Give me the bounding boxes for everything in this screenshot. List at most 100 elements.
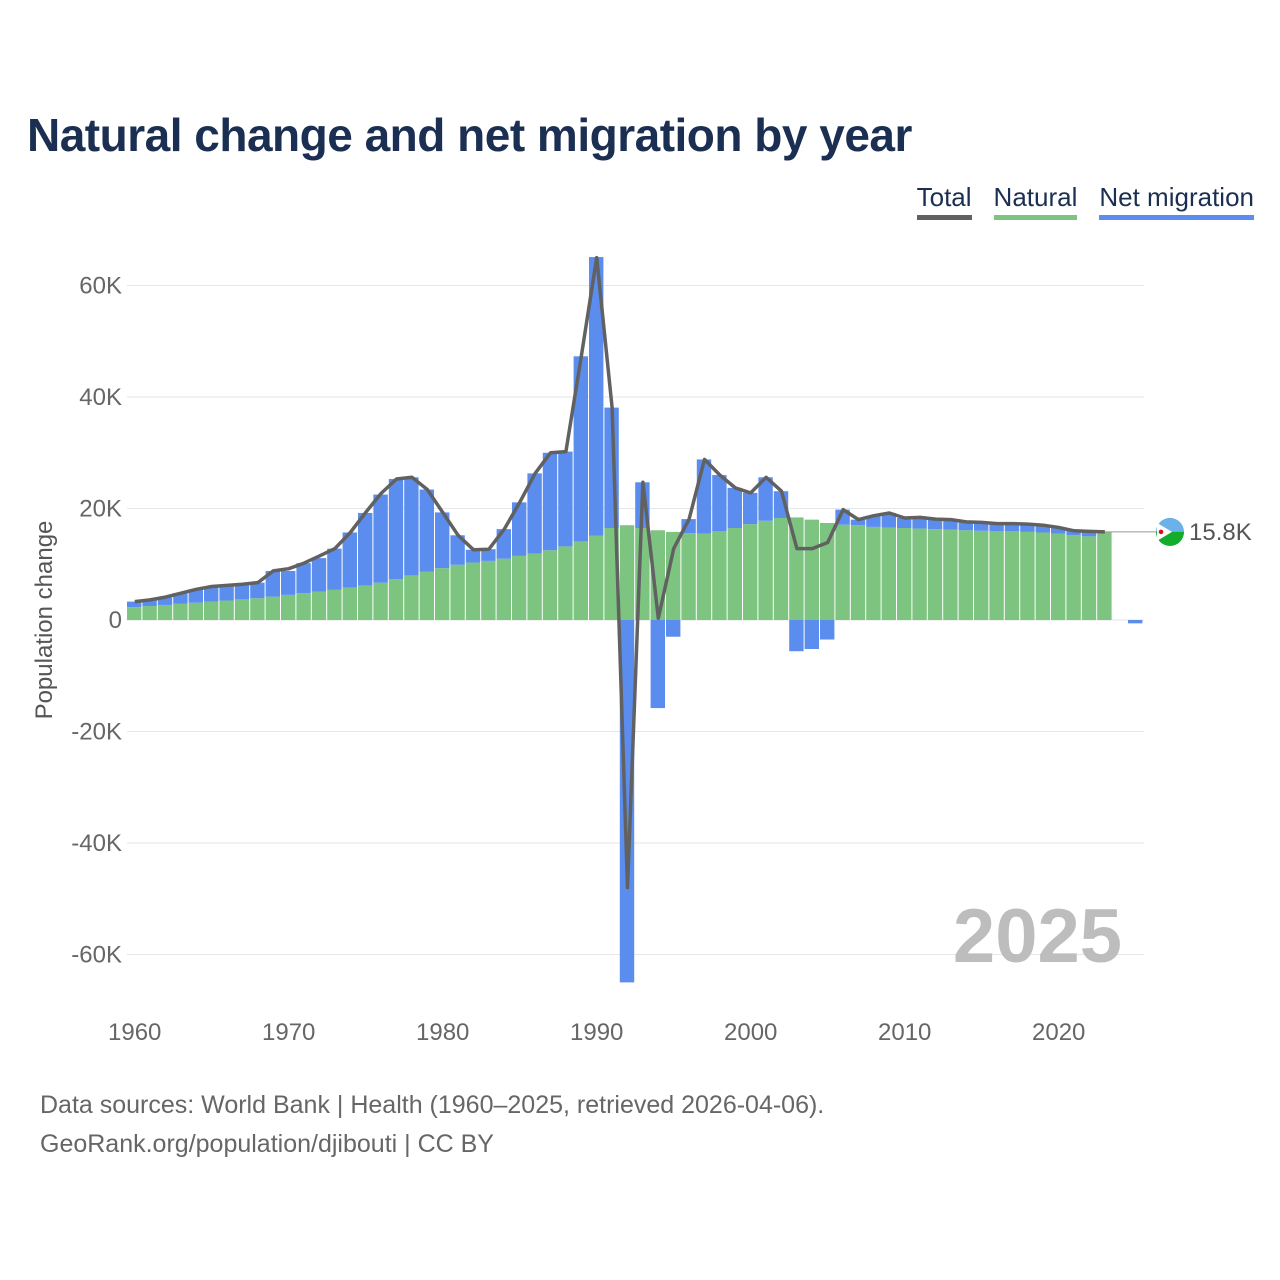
natural-bar[interactable] — [419, 571, 434, 620]
net-migration-bar[interactable] — [342, 532, 357, 588]
legend-total[interactable]: Total — [916, 182, 972, 220]
legend-natural[interactable]: Natural — [993, 182, 1078, 220]
legend-net-migration[interactable]: Net migration — [1099, 182, 1254, 220]
net-migration-bar[interactable] — [173, 593, 188, 604]
net-migration-bar[interactable] — [311, 558, 327, 592]
natural-bar[interactable] — [1051, 533, 1066, 620]
net-migration-bar[interactable] — [1066, 530, 1081, 536]
natural-bar[interactable] — [727, 528, 742, 620]
net-migration-bar[interactable] — [850, 519, 866, 526]
natural-bar[interactable] — [265, 596, 280, 620]
natural-bar[interactable] — [681, 533, 696, 620]
net-migration-bar[interactable] — [943, 519, 958, 530]
net-migration-bar[interactable] — [927, 519, 943, 530]
natural-bar[interactable] — [696, 533, 712, 620]
net-migration-bar[interactable] — [897, 517, 912, 529]
natural-bar[interactable] — [465, 562, 481, 620]
natural-bar[interactable] — [296, 593, 311, 620]
natural-bar[interactable] — [881, 527, 896, 620]
net-migration-bar[interactable] — [465, 549, 481, 563]
net-migration-bar[interactable] — [265, 570, 280, 597]
natural-bar[interactable] — [743, 524, 758, 620]
net-migration-bar[interactable] — [712, 475, 727, 532]
net-migration-bar[interactable] — [373, 494, 388, 583]
net-migration-bar[interactable] — [1035, 525, 1050, 533]
natural-bar[interactable] — [127, 607, 142, 620]
total-line[interactable] — [134, 255, 1105, 890]
net-migration-bar[interactable] — [589, 257, 604, 536]
net-migration-bar[interactable] — [789, 620, 804, 652]
natural-bar[interactable] — [974, 530, 989, 620]
natural-bar[interactable] — [958, 530, 973, 620]
net-migration-bar[interactable] — [666, 620, 681, 637]
natural-bar[interactable] — [820, 522, 835, 620]
natural-bar[interactable] — [835, 524, 850, 620]
natural-bar[interactable] — [250, 598, 265, 620]
natural-bar[interactable] — [773, 517, 789, 620]
natural-bar[interactable] — [388, 579, 404, 620]
natural-bar[interactable] — [342, 587, 357, 620]
net-migration-bar[interactable] — [358, 512, 373, 586]
natural-bar[interactable] — [804, 519, 819, 620]
natural-bar[interactable] — [512, 555, 527, 620]
net-migration-bar[interactable] — [912, 517, 927, 529]
natural-bar[interactable] — [897, 528, 912, 620]
net-migration-bar[interactable] — [989, 523, 1004, 532]
net-migration-bar[interactable] — [727, 487, 742, 529]
natural-bar[interactable] — [527, 553, 542, 620]
natural-bar[interactable] — [173, 603, 188, 620]
natural-bar[interactable] — [157, 604, 173, 620]
natural-bar[interactable] — [1004, 531, 1020, 620]
net-migration-bar[interactable] — [296, 563, 311, 594]
net-migration-bar[interactable] — [250, 582, 265, 599]
net-migration-bar[interactable] — [281, 570, 296, 595]
net-migration-bar[interactable] — [558, 451, 573, 547]
natural-bar[interactable] — [850, 525, 866, 620]
natural-bar[interactable] — [943, 529, 958, 620]
natural-bar[interactable] — [589, 535, 604, 620]
net-migration-bar[interactable] — [219, 585, 234, 601]
net-migration-bar[interactable] — [758, 477, 773, 521]
net-migration-bar[interactable] — [127, 601, 142, 608]
net-migration-bar[interactable] — [542, 452, 558, 551]
natural-bar[interactable] — [1020, 531, 1035, 620]
net-migration-bar[interactable] — [866, 515, 881, 527]
natural-bar[interactable] — [619, 525, 635, 620]
natural-bar[interactable] — [327, 589, 342, 620]
natural-bar[interactable] — [1066, 535, 1081, 620]
net-migration-bar[interactable] — [327, 548, 342, 590]
net-migration-bar[interactable] — [404, 477, 419, 576]
net-migration-bar[interactable] — [1020, 524, 1035, 532]
natural-bar[interactable] — [281, 594, 296, 620]
source-link[interactable]: GeoRank.org/population/djibouti | CC BY — [40, 1130, 494, 1158]
natural-bar[interactable] — [558, 546, 573, 620]
natural-bar[interactable] — [1097, 531, 1112, 620]
net-migration-bar[interactable] — [650, 620, 665, 709]
natural-bar[interactable] — [404, 575, 419, 620]
net-migration-bar[interactable] — [1004, 523, 1020, 532]
natural-bar[interactable] — [496, 558, 511, 620]
natural-bar[interactable] — [435, 568, 450, 620]
natural-bar[interactable] — [912, 528, 927, 620]
net-migration-bar[interactable] — [234, 584, 250, 600]
net-migration-bar[interactable] — [435, 512, 450, 569]
natural-bar[interactable] — [866, 526, 881, 620]
natural-bar[interactable] — [373, 582, 388, 620]
natural-bar[interactable] — [142, 606, 157, 620]
net-migration-bar[interactable] — [1081, 531, 1097, 537]
net-migration-bar[interactable] — [573, 356, 588, 542]
net-migration-bar[interactable] — [481, 549, 496, 561]
net-migration-bar[interactable] — [450, 535, 465, 565]
net-migration-bar[interactable] — [804, 620, 819, 649]
natural-bar[interactable] — [573, 541, 588, 620]
natural-bar[interactable] — [542, 550, 558, 620]
net-migration-bar[interactable] — [142, 599, 157, 607]
natural-bar[interactable] — [219, 600, 234, 620]
natural-bar[interactable] — [1035, 532, 1050, 620]
net-migration-bar[interactable] — [958, 521, 973, 531]
natural-bar[interactable] — [1081, 536, 1097, 620]
natural-bar[interactable] — [481, 560, 496, 620]
net-migration-bar[interactable] — [881, 512, 896, 528]
net-migration-bar[interactable] — [388, 478, 404, 580]
natural-bar[interactable] — [358, 585, 373, 620]
